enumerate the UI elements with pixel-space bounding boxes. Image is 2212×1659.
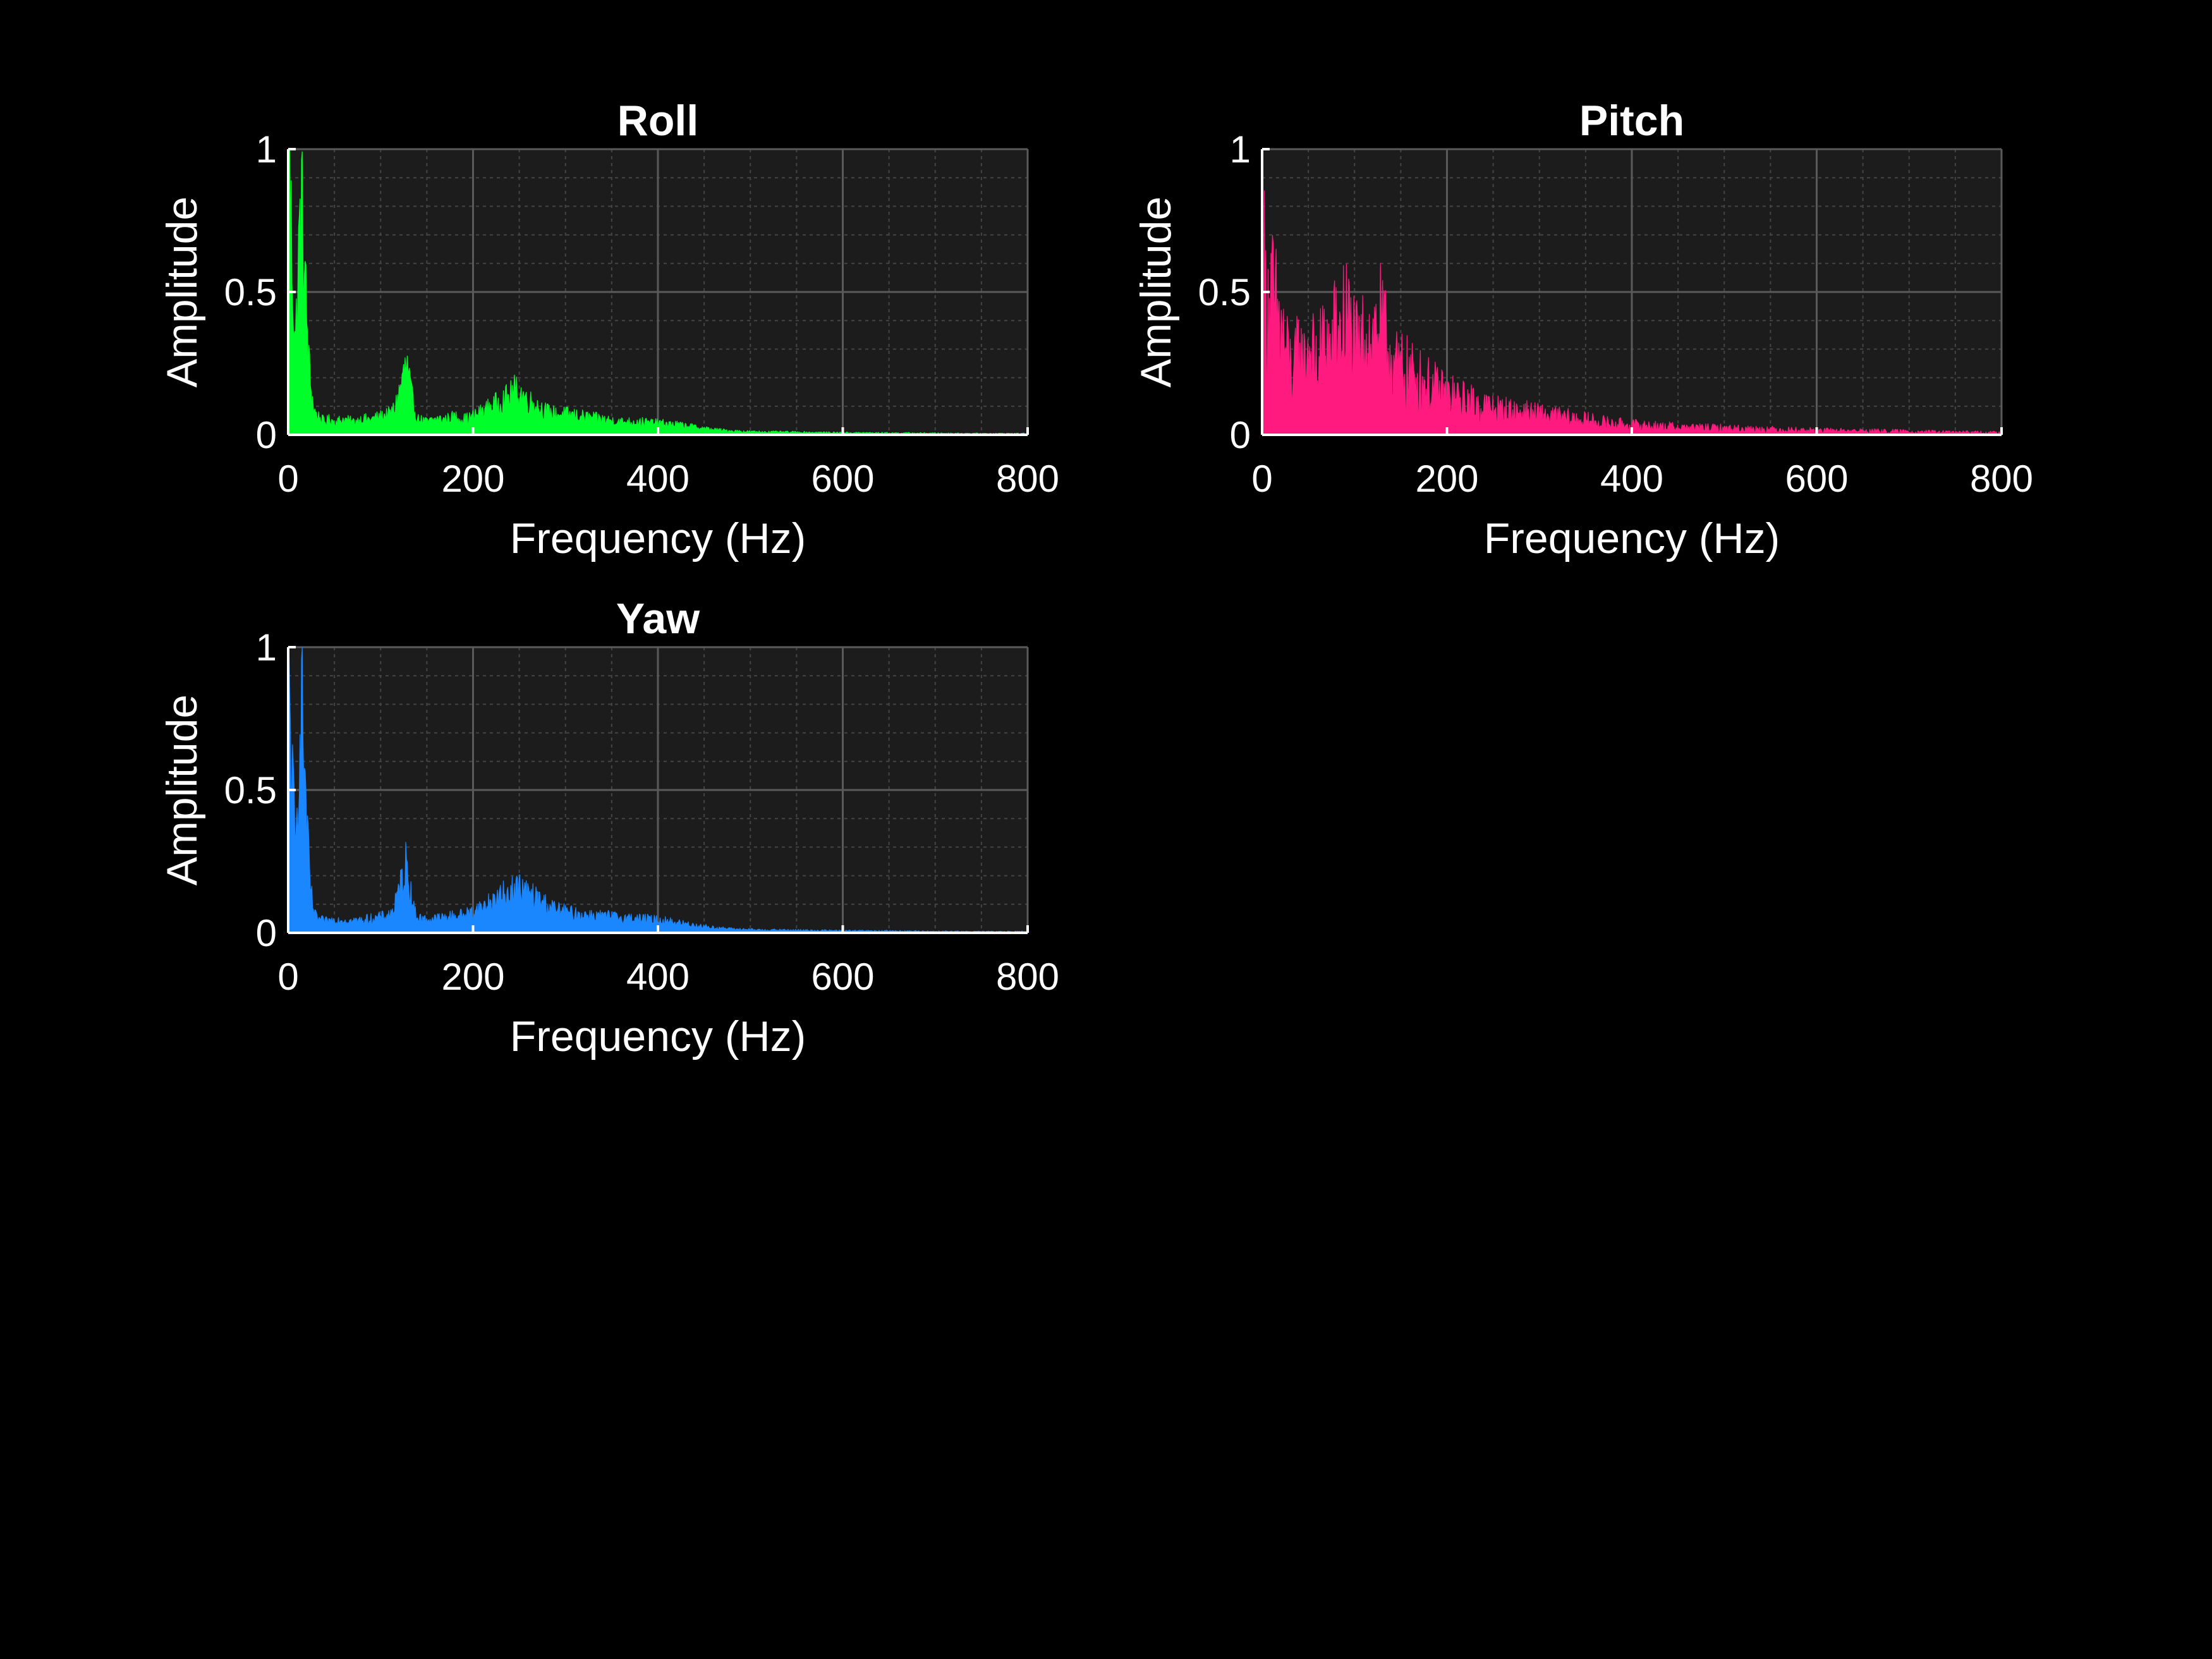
x-tick-label: 400 <box>1600 458 1663 500</box>
x-tick-label: 600 <box>1785 458 1848 500</box>
x-tick-label: 200 <box>441 956 504 998</box>
x-axis-label: Frequency (Hz) <box>510 1012 806 1060</box>
y-tick-label: 0.5 <box>224 769 277 811</box>
y-tick-label: 0 <box>256 912 277 954</box>
subplot-title: Yaw <box>616 595 700 643</box>
x-tick-label: 600 <box>811 458 874 500</box>
x-tick-label: 800 <box>996 458 1059 500</box>
x-tick-label: 600 <box>811 956 874 998</box>
y-tick-label: 0 <box>1230 414 1251 456</box>
series-area-roll <box>288 149 1028 435</box>
x-tick-label: 400 <box>626 458 690 500</box>
y-tick-label: 0.5 <box>224 271 277 313</box>
y-tick-label: 1 <box>1230 128 1251 171</box>
x-tick-label: 200 <box>1415 458 1478 500</box>
x-tick-label: 0 <box>277 458 298 500</box>
subplot-roll: 0 200 400 600 800 0 0.5 1 Roll Frequency (Hz) Ampl… <box>158 97 1059 562</box>
subplot-yaw: 0 200 400 600 800 0 0.5 1 Yaw Frequency (Hz) Ampli… <box>158 595 1059 1060</box>
y-axis-label: Amplitude <box>158 695 206 885</box>
y-tick-label: 1 <box>256 128 277 171</box>
y-axis-label: Amplitude <box>158 197 206 387</box>
y-tick-label: 1 <box>256 626 277 669</box>
x-tick-label: 800 <box>996 956 1059 998</box>
y-axis-label: Amplitude <box>1132 197 1180 387</box>
x-axis-label: Frequency (Hz) <box>1484 514 1780 562</box>
y-tick-label: 0 <box>256 414 277 456</box>
x-tick-label: 800 <box>1970 458 2033 500</box>
x-axis-label: Frequency (Hz) <box>510 514 806 562</box>
subplot-title: Roll <box>617 97 698 145</box>
x-tick-label: 0 <box>277 956 298 998</box>
series-area-pitch <box>1261 162 2002 435</box>
x-tick-label: 200 <box>441 458 504 500</box>
subplot-pitch: 0 200 400 600 800 0 0.5 1 Pitch Frequency (Hz) Amp… <box>1132 97 2033 562</box>
series-area-yaw <box>288 647 1028 933</box>
subplot-title: Pitch <box>1579 97 1684 145</box>
y-tick-label: 0.5 <box>1198 271 1251 313</box>
x-tick-label: 400 <box>626 956 690 998</box>
x-tick-label: 0 <box>1251 458 1272 500</box>
